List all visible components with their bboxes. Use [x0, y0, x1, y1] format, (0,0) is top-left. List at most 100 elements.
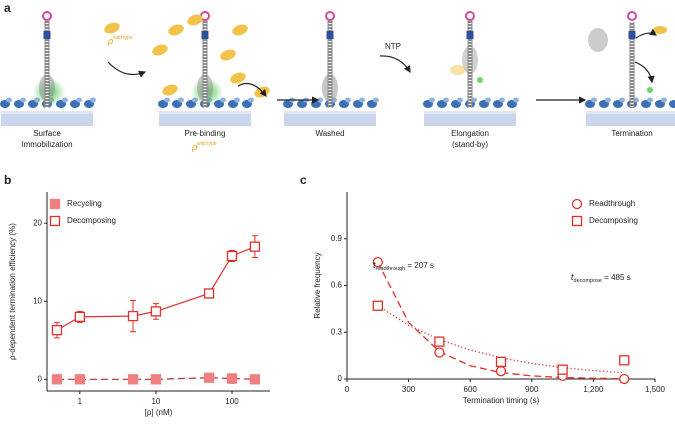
surface-protein [619, 97, 625, 103]
y-tick-label: 0 [38, 374, 43, 383]
surface-protein [499, 97, 505, 103]
surface-top [586, 111, 675, 114]
surface-protein [457, 97, 463, 103]
symbol: t [373, 260, 376, 270]
surface-protein [443, 97, 449, 103]
rho [230, 72, 246, 84]
stage-label: Pre-binding [185, 129, 226, 138]
marker [619, 373, 630, 385]
released-polymerase [588, 28, 608, 52]
marker [226, 373, 238, 384]
biotin [325, 11, 335, 21]
marker [495, 356, 507, 368]
surface-top [284, 111, 376, 114]
marker [249, 374, 261, 385]
rho [168, 24, 184, 36]
fit-curve [377, 305, 625, 374]
green-dye [477, 77, 483, 83]
surface-protein [591, 97, 597, 103]
x-tick-label: 10 [151, 397, 160, 406]
marker [571, 215, 583, 227]
panel-label: a [4, 1, 11, 15]
biotin [465, 11, 475, 21]
surface-protein [605, 97, 611, 103]
panel-label: c [300, 173, 307, 187]
surface-protein [220, 97, 226, 103]
biotin [42, 11, 52, 21]
marker [150, 374, 162, 385]
marker [203, 372, 215, 383]
marker [51, 374, 63, 385]
rho [232, 24, 248, 36]
x-tick-label: 1,200 [583, 385, 604, 394]
marker [557, 364, 568, 375]
surface-protein [345, 97, 351, 103]
surface-top [424, 111, 516, 114]
surface-protein [90, 97, 96, 103]
surface-top [159, 111, 251, 114]
rho [152, 44, 168, 56]
surface-protein [485, 97, 491, 103]
y-tick-label: 0.3 [331, 327, 343, 336]
stage-label: Washed [315, 129, 344, 138]
y-tick-label: 20 [33, 218, 42, 227]
arrow-label: NTP [385, 42, 401, 51]
symbol: t [571, 272, 574, 282]
surface-top [1, 111, 93, 114]
legend-label: Recycling [67, 199, 102, 208]
rho-faded [450, 65, 466, 75]
axes [46, 192, 270, 392]
surface-protein [76, 97, 82, 103]
marker [372, 300, 383, 311]
surface [424, 113, 516, 126]
annotation-text: = 485 s [602, 273, 631, 282]
rho [104, 22, 120, 34]
annotation-text: = 207 s [405, 261, 434, 270]
stage-label: Termination [611, 129, 652, 138]
rho [653, 26, 667, 34]
y-tick-label: 0.6 [331, 281, 343, 290]
marker [495, 366, 507, 377]
stage-label: Immobilization [21, 140, 72, 149]
x-tick-label: 900 [525, 385, 539, 394]
annotation: tdecompose = 485 s [571, 272, 631, 284]
y-axis-label: ρ-dependent termination efficiency (%) [8, 223, 17, 360]
surface-protein [234, 97, 240, 103]
y-tick-label: 10 [33, 296, 42, 305]
marker [49, 215, 61, 227]
surface-protein [513, 97, 519, 103]
marker [203, 288, 215, 299]
marker [127, 310, 139, 322]
symbol: ρ [107, 36, 113, 46]
x-tick-label: 1,500 [645, 385, 666, 394]
arrow [107, 61, 147, 78]
surface-protein [647, 97, 653, 103]
subscript: decompose [574, 278, 602, 284]
green-dye [647, 87, 653, 93]
y-tick-label: 0.9 [331, 234, 343, 243]
stage-label: Surface [33, 129, 61, 138]
x-tick-label: 1 [78, 397, 83, 406]
superscript: wild type [197, 141, 217, 147]
fit-curve [377, 261, 625, 380]
marker [249, 241, 261, 252]
marker [74, 374, 85, 385]
marker [226, 250, 238, 262]
surface-protein [669, 100, 675, 108]
marker [49, 198, 61, 210]
marker [571, 198, 583, 210]
marker [619, 355, 630, 366]
surface-protein [373, 97, 379, 103]
marker [74, 311, 85, 323]
surface-protein [62, 97, 68, 103]
y-axis-label: Relative frequency [313, 252, 322, 318]
surface [586, 113, 675, 126]
surface-protein [661, 97, 667, 103]
surface-protein [6, 97, 12, 103]
arrow [237, 83, 267, 97]
blocker [326, 31, 334, 39]
rho [187, 14, 203, 26]
rho [162, 84, 178, 96]
arrow [634, 61, 655, 84]
legend-label: Readthrough [589, 199, 635, 208]
